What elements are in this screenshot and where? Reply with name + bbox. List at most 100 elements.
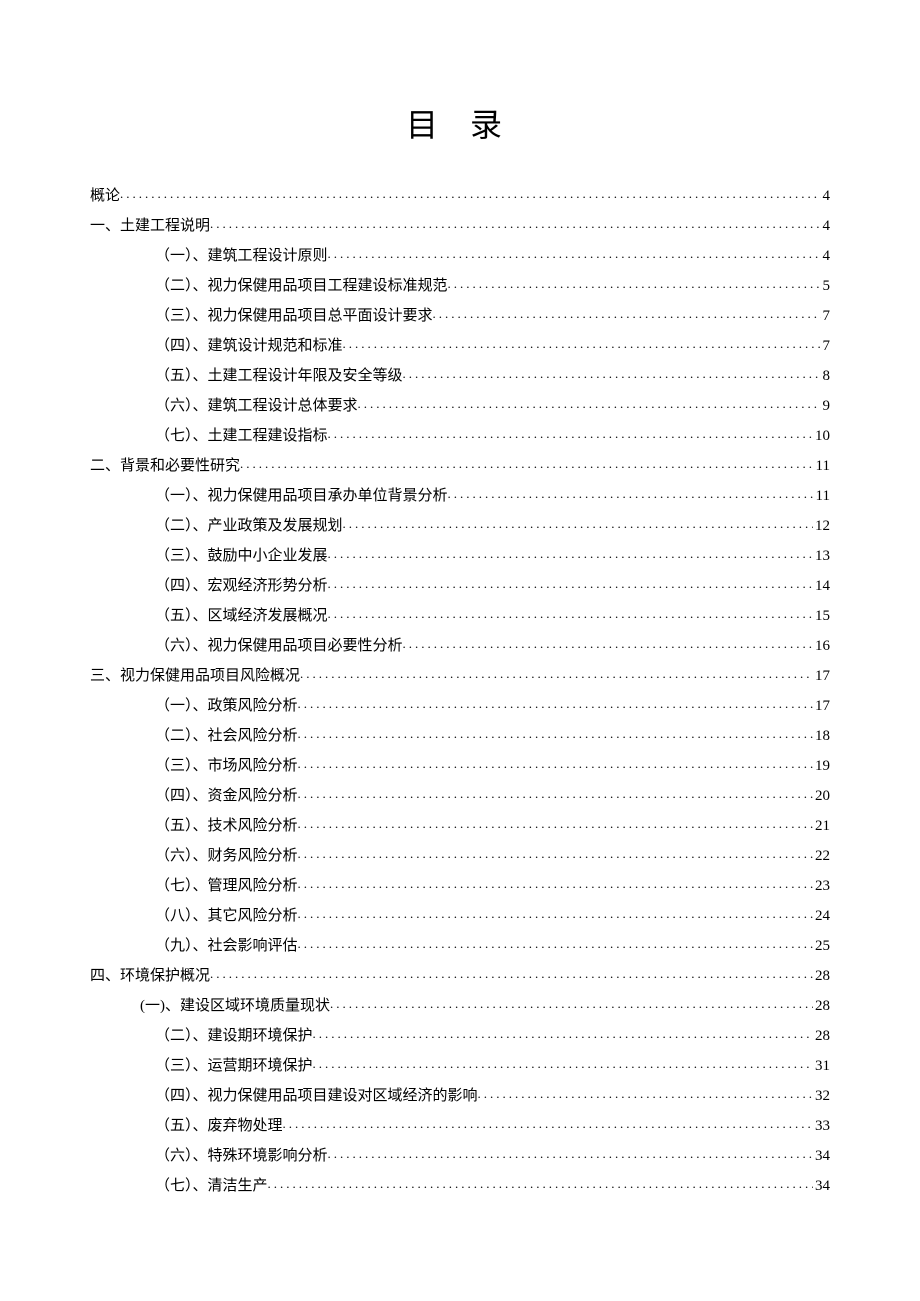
- toc-entry: （三）、视力保健用品项目总平面设计要求 7: [90, 301, 830, 331]
- toc-entry-page: 28: [813, 1021, 830, 1051]
- toc-leader-dots: [343, 511, 813, 537]
- toc-entry-text: （九）、社会影响评估: [155, 931, 298, 961]
- toc-entry: （五）、区域经济发展概况 15: [90, 601, 830, 631]
- toc-entry-page: 7: [821, 301, 831, 331]
- toc-leader-dots: [328, 1141, 813, 1167]
- toc-entry: （四）、资金风险分析 20: [90, 781, 830, 811]
- toc-entry-page: 4: [821, 241, 831, 271]
- toc-entry: （一）、视力保健用品项目承办单位背景分析 11: [90, 481, 830, 511]
- toc-entry-text: 三、视力保健用品项目风险概况: [90, 661, 300, 691]
- toc-entry-text: （三）、市场风险分析: [155, 751, 298, 781]
- toc-entry: （四）、宏观经济形势分析 14: [90, 571, 830, 601]
- toc-entry-text: （七）、清洁生产: [155, 1171, 268, 1201]
- toc-entry-page: 16: [813, 631, 830, 661]
- toc-title: 目 录: [90, 100, 830, 146]
- toc-entry: （三）、运营期环境保护 31: [90, 1051, 830, 1081]
- toc-entry-page: 10: [813, 421, 830, 451]
- toc-entry-text: （三）、鼓励中小企业发展: [155, 541, 328, 571]
- toc-entry: （六）、特殊环境影响分析34: [90, 1141, 830, 1171]
- toc-leader-dots: [328, 571, 813, 597]
- toc-entry-page: 7: [821, 331, 831, 361]
- toc-leader-dots: [298, 721, 813, 747]
- toc-entry: （六）、财务风险分析22: [90, 841, 830, 871]
- toc-leader-dots: [403, 361, 821, 387]
- toc-leader-dots: [298, 691, 813, 717]
- toc-entry: 概论 4: [90, 181, 830, 211]
- toc-entry: （六）、建筑工程设计总体要求9: [90, 391, 830, 421]
- toc-leader-dots: [448, 271, 821, 297]
- toc-entry: （六）、视力保健用品项目必要性分析16: [90, 631, 830, 661]
- toc-leader-dots: [478, 1081, 813, 1107]
- toc-entry: （七）、土建工程建设指标 10: [90, 421, 830, 451]
- toc-entry: （九）、社会影响评估 25: [90, 931, 830, 961]
- toc-leader-dots: [298, 751, 813, 777]
- toc-leader-dots: [313, 1021, 813, 1047]
- toc-entry-text: （一）、政策风险分析: [155, 691, 298, 721]
- toc-entry-text: （六）、财务风险分析: [155, 841, 298, 871]
- toc-entry-page: 14: [813, 571, 830, 601]
- toc-leader-dots: [313, 1051, 813, 1077]
- toc-entry-page: 23: [813, 871, 830, 901]
- toc-entry: (一)、建设区域环境质量现状 28: [90, 991, 830, 1021]
- toc-leader-dots: [328, 541, 813, 567]
- toc-leader-dots: [298, 871, 813, 897]
- toc-entry: （七）、清洁生产34: [90, 1171, 830, 1201]
- toc-entry-page: 25: [813, 931, 830, 961]
- toc-leader-dots: [343, 331, 821, 357]
- toc-entry-text: （四）、资金风险分析: [155, 781, 298, 811]
- toc-entry: （一）、建筑工程设计原则 4: [90, 241, 830, 271]
- toc-list: 概论 4 一、土建工程说明 4 （一）、建筑工程设计原则 4 （二）、视力保健用品项目工程建…: [90, 181, 830, 1201]
- toc-entry: （三）、鼓励中小企业发展 13: [90, 541, 830, 571]
- toc-leader-dots: [328, 241, 821, 267]
- toc-entry-page: 31: [813, 1051, 830, 1081]
- toc-entry-text: 概论: [90, 181, 120, 211]
- toc-entry-text: （三）、运营期环境保护: [155, 1051, 313, 1081]
- toc-entry: 四、环境保护概况28: [90, 961, 830, 991]
- toc-entry-text: （二）、社会风险分析: [155, 721, 298, 751]
- toc-entry-text: （四）、建筑设计规范和标准: [155, 331, 343, 361]
- toc-entry-page: 24: [813, 901, 830, 931]
- toc-entry-page: 13: [813, 541, 830, 571]
- toc-entry-text: （三）、视力保健用品项目总平面设计要求: [155, 301, 433, 331]
- toc-entry-text: (一)、建设区域环境质量现状: [140, 991, 330, 1021]
- toc-entry-page: 17: [813, 661, 830, 691]
- toc-entry-page: 28: [813, 991, 830, 1021]
- toc-entry-page: 4: [821, 211, 831, 241]
- toc-leader-dots: [210, 961, 813, 987]
- toc-entry: （四）、视力保健用品项目建设对区域经济的影响 32: [90, 1081, 830, 1111]
- toc-entry-page: 34: [813, 1141, 830, 1171]
- toc-entry-text: （二）、视力保健用品项目工程建设标准规范: [155, 271, 448, 301]
- toc-entry-text: （七）、土建工程建设指标: [155, 421, 328, 451]
- toc-entry-page: 4: [821, 181, 831, 211]
- toc-entry: （二）、建设期环境保护28: [90, 1021, 830, 1051]
- toc-entry-text: （五）、区域经济发展概况: [155, 601, 328, 631]
- toc-entry-page: 19: [813, 751, 830, 781]
- toc-leader-dots: [433, 301, 821, 327]
- toc-leader-dots: [298, 931, 813, 957]
- toc-entry-page: 8: [821, 361, 831, 391]
- toc-entry-text: （五）、废弃物处理: [155, 1111, 283, 1141]
- toc-entry-text: （七）、管理风险分析: [155, 871, 298, 901]
- toc-entry-page: 20: [813, 781, 830, 811]
- toc-leader-dots: [120, 181, 820, 207]
- toc-leader-dots: [283, 1111, 813, 1137]
- toc-entry-page: 21: [813, 811, 830, 841]
- toc-leader-dots: [300, 661, 813, 687]
- toc-entry-text: 一、土建工程说明: [90, 211, 210, 241]
- toc-entry-text: （一）、建筑工程设计原则: [155, 241, 328, 271]
- toc-entry: 二、背景和必要性研究11: [90, 451, 830, 481]
- toc-leader-dots: [298, 901, 813, 927]
- toc-leader-dots: [240, 451, 814, 477]
- toc-entry-page: 11: [814, 481, 830, 511]
- toc-entry-page: 33: [813, 1111, 830, 1141]
- toc-entry-text: （二）、产业政策及发展规划: [155, 511, 343, 541]
- toc-entry-text: （四）、视力保健用品项目建设对区域经济的影响: [155, 1081, 478, 1111]
- toc-entry-text: （四）、宏观经济形势分析: [155, 571, 328, 601]
- toc-entry-page: 5: [821, 271, 831, 301]
- toc-entry-text: （一）、视力保健用品项目承办单位背景分析: [155, 481, 448, 511]
- toc-entry-page: 32: [813, 1081, 830, 1111]
- toc-entry-page: 12: [813, 511, 830, 541]
- toc-entry-page: 15: [813, 601, 830, 631]
- toc-entry-text: （八）、其它风险分析: [155, 901, 298, 931]
- toc-entry: （一）、政策风险分析17: [90, 691, 830, 721]
